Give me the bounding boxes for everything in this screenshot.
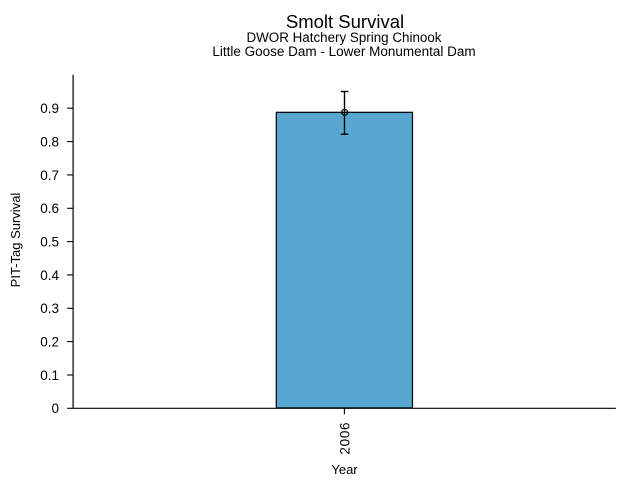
svg-text:Year: Year (331, 462, 358, 477)
svg-text:0.5: 0.5 (40, 235, 59, 250)
svg-text:0.1: 0.1 (40, 368, 59, 383)
svg-text:DWOR Hatchery Spring Chinook: DWOR Hatchery Spring Chinook (247, 30, 442, 45)
svg-text:0.6: 0.6 (40, 201, 59, 216)
svg-text:0.3: 0.3 (40, 301, 59, 316)
svg-text:0.2: 0.2 (40, 335, 59, 350)
svg-text:0: 0 (51, 401, 59, 416)
svg-text:0.4: 0.4 (40, 268, 59, 283)
svg-text:PIT-Tag Survival: PIT-Tag Survival (8, 193, 23, 288)
svg-text:Smolt Survival: Smolt Survival (286, 11, 404, 32)
svg-text:Little Goose Dam - Lower Monum: Little Goose Dam - Lower Monumental Dam (212, 44, 475, 59)
svg-text:2006: 2006 (337, 422, 352, 455)
svg-text:0.9: 0.9 (40, 101, 59, 116)
svg-text:0.8: 0.8 (40, 134, 59, 149)
svg-text:0.7: 0.7 (40, 168, 59, 183)
